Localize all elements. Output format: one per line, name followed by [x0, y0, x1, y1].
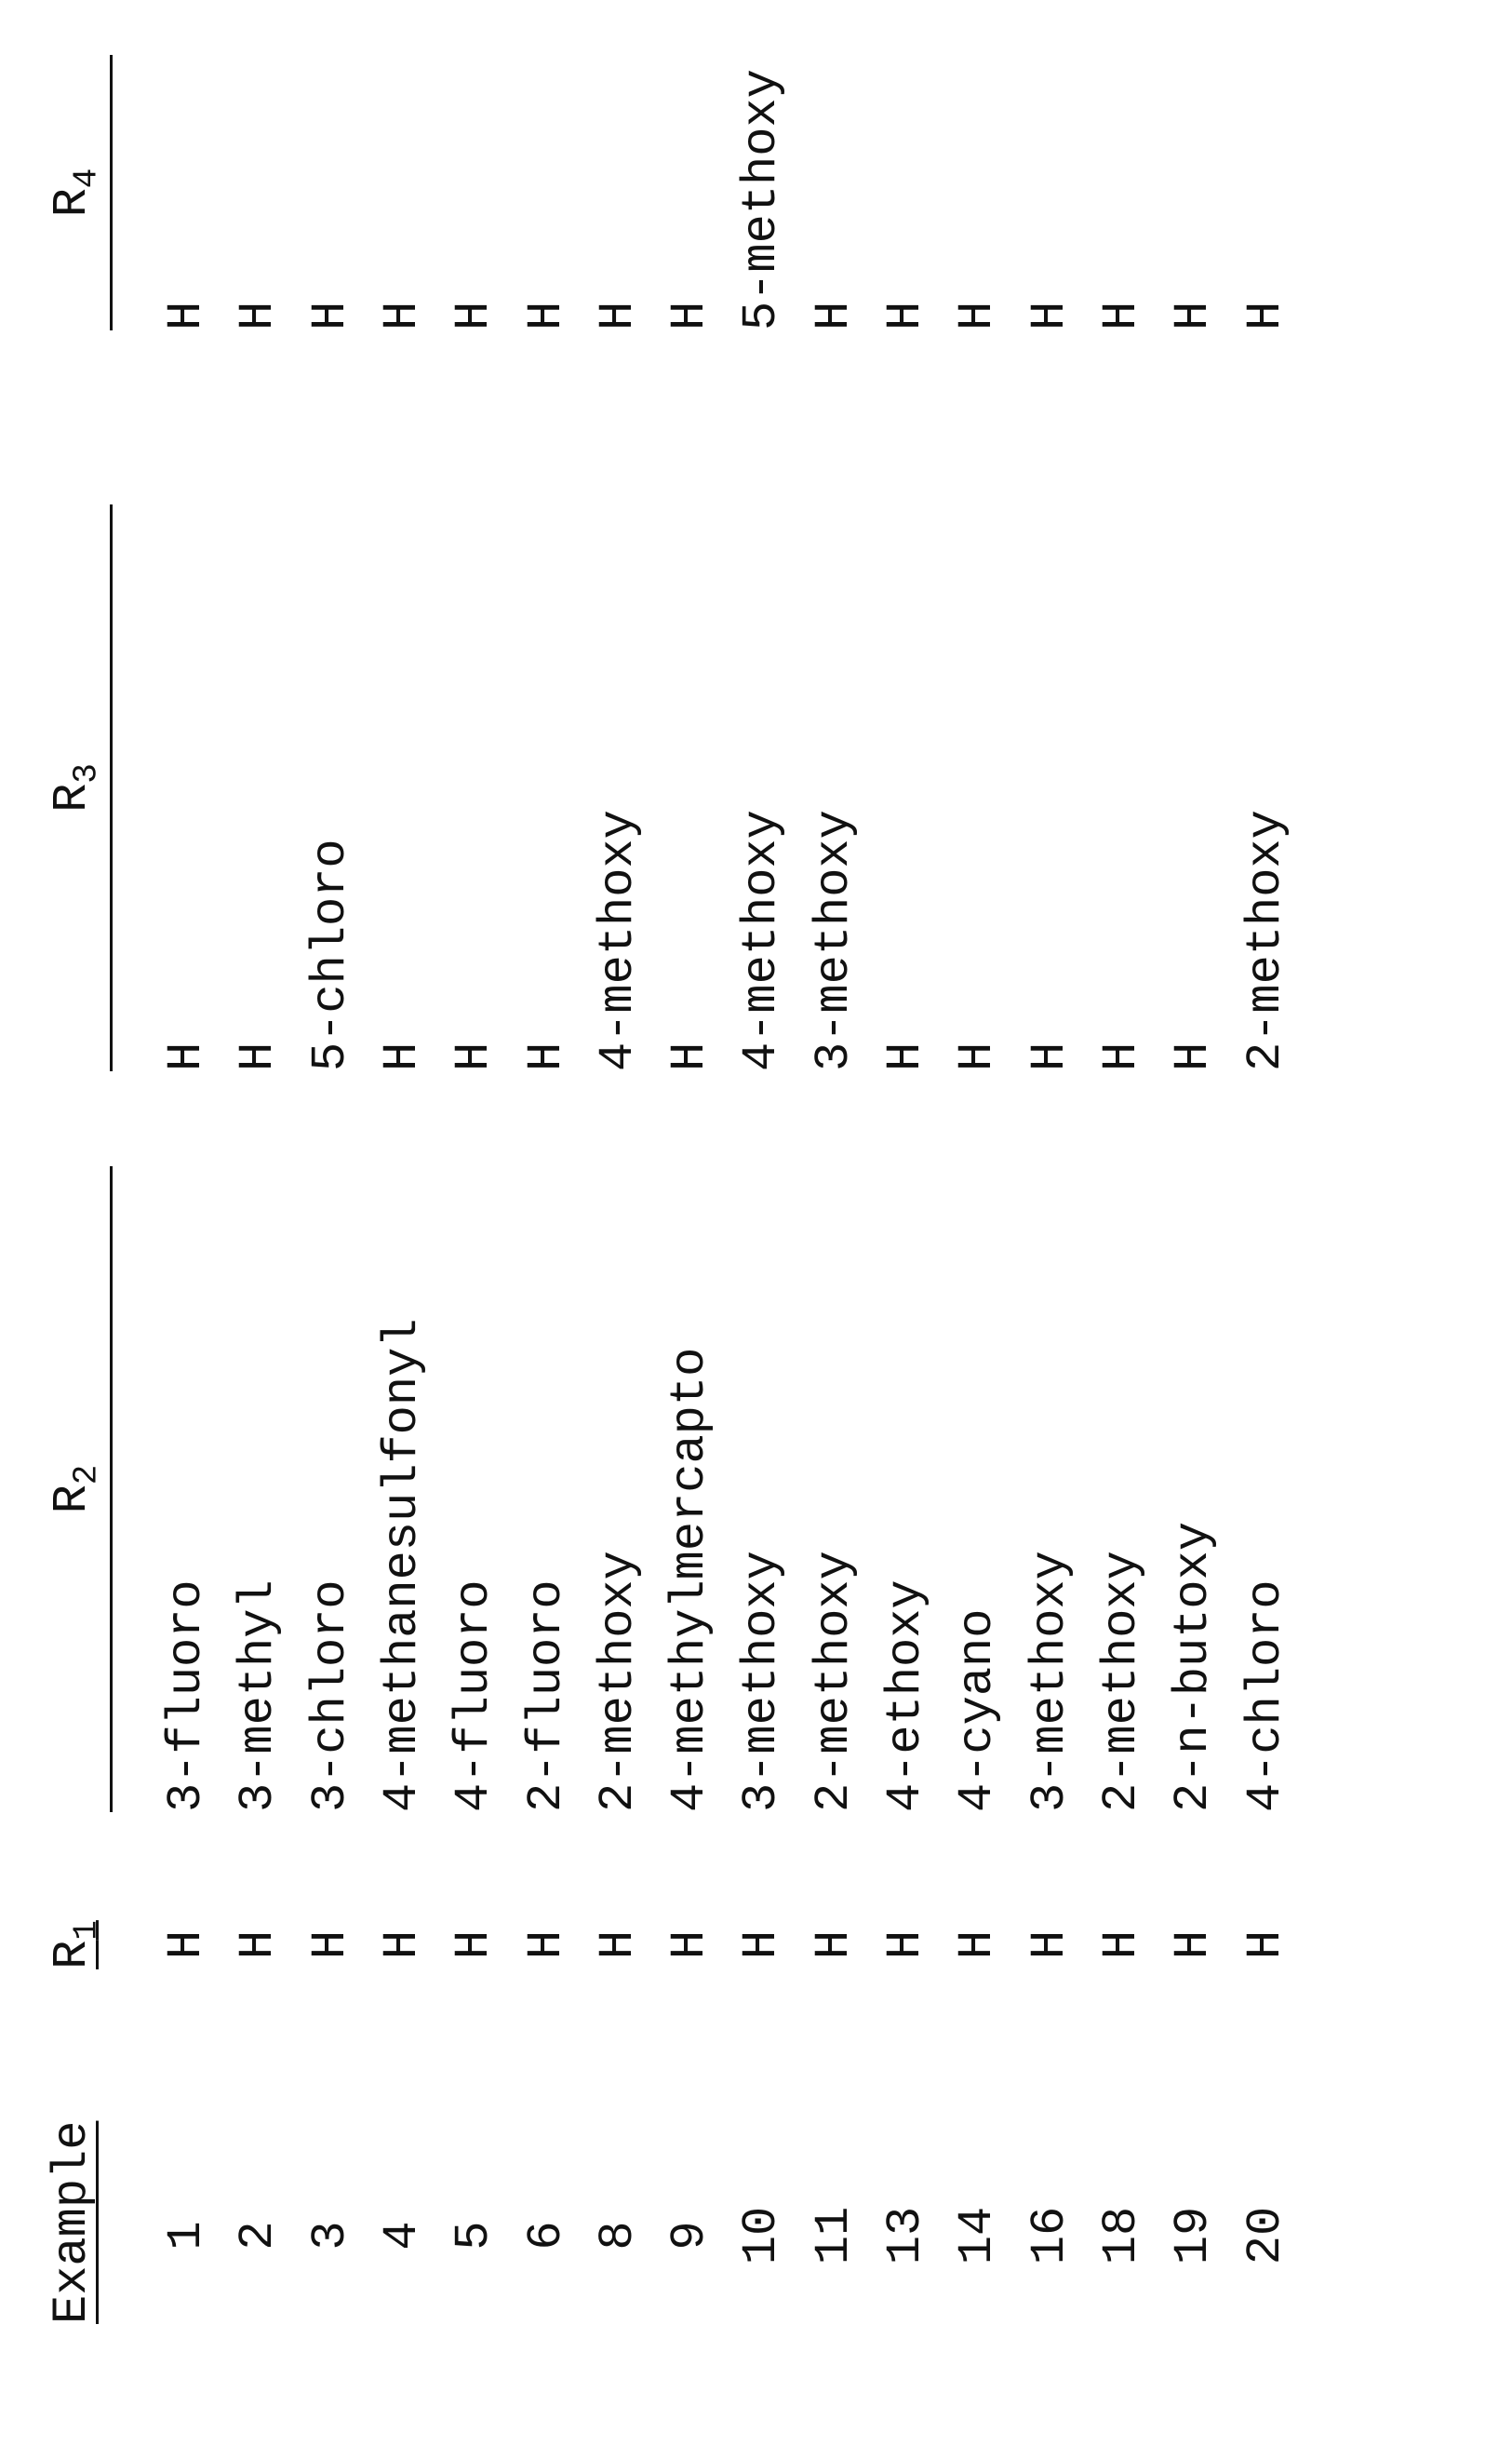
cell-r4: H	[295, 55, 367, 330]
cell-r4: H	[438, 55, 510, 330]
cell-r4: H	[1014, 55, 1086, 330]
cell-r2: 4-methylmercapto	[654, 1166, 726, 1812]
cell-r3: H	[870, 504, 942, 1071]
cell-r1: H	[582, 1910, 654, 1980]
cell-r2: 4-fluoro	[438, 1166, 510, 1812]
cell-r2: 4-cyano	[942, 1166, 1013, 1812]
cell-r4: H	[1230, 55, 1302, 330]
cell-example: 11	[798, 2147, 870, 2324]
cell-r3: H	[1086, 504, 1157, 1071]
cell-r1: H	[942, 1910, 1013, 1980]
column-r3: R3 HH5-chloroHHH4-methoxyH4-methoxy3-met…	[0, 504, 1512, 1071]
cell-r4: H	[942, 55, 1013, 330]
cell-r4: H	[798, 55, 870, 330]
cell-example: 8	[582, 2147, 654, 2324]
cell-r1: H	[798, 1910, 870, 1980]
cell-example: 19	[1157, 2147, 1229, 2324]
cell-r1: H	[151, 1910, 222, 1980]
cell-r1: H	[511, 1910, 582, 1980]
cell-r3: H	[511, 504, 582, 1071]
column-r2: R2 3-fluoro3-methyl3-chloro4-methanesulf…	[0, 1166, 1512, 1812]
cell-r2: 4-methanesulfonyl	[367, 1166, 438, 1812]
cell-r1: H	[295, 1910, 367, 1980]
cell-r2: 2-methoxy	[582, 1166, 654, 1812]
cell-r3: H	[438, 504, 510, 1071]
cell-example: 18	[1086, 2147, 1157, 2324]
cell-r3: 2-methoxy	[1230, 504, 1302, 1071]
cell-r2: 3-methyl	[222, 1166, 294, 1812]
cell-r4: H	[222, 55, 294, 330]
column-example: Example 123456891011131416181920	[0, 2147, 1512, 2324]
cell-r4: H	[870, 55, 942, 330]
cell-r1: H	[870, 1910, 942, 1980]
cell-r3: 4-methoxy	[582, 504, 654, 1071]
cell-r2: 4-chloro	[1230, 1166, 1302, 1812]
cell-r4: 5-methoxy	[726, 55, 797, 330]
cell-r2: 3-methoxy	[1014, 1166, 1086, 1812]
cell-example: 1	[151, 2147, 222, 2324]
header-r2: R2	[35, 1166, 113, 1812]
cell-example: 4	[367, 2147, 438, 2324]
cell-r4: H	[367, 55, 438, 330]
header-r1: R1	[35, 1910, 110, 1980]
cell-r2: 3-fluoro	[151, 1166, 222, 1812]
cell-r3: H	[222, 504, 294, 1071]
cell-r1: H	[726, 1910, 797, 1980]
cell-r2: 2-n-butoxy	[1157, 1166, 1229, 1812]
cell-r4: H	[1086, 55, 1157, 330]
cell-r1: H	[1014, 1910, 1086, 1980]
cell-example: 10	[726, 2147, 797, 2324]
header-example: Example	[35, 2147, 110, 2324]
cell-r3: H	[367, 504, 438, 1071]
cell-r2: 4-ethoxy	[870, 1166, 942, 1812]
cell-r4: H	[511, 55, 582, 330]
cell-r4: H	[654, 55, 726, 330]
cell-r1: H	[1157, 1910, 1229, 1980]
cell-example: 14	[942, 2147, 1013, 2324]
header-r3: R3	[35, 504, 113, 1071]
cell-r1: H	[222, 1910, 294, 1980]
cell-example: 16	[1014, 2147, 1086, 2324]
cell-r2: 2-methoxy	[1086, 1166, 1157, 1812]
cell-r4: H	[582, 55, 654, 330]
cell-r3: 4-methoxy	[726, 504, 797, 1071]
header-r4: R4	[35, 55, 113, 330]
cell-example: 3	[295, 2147, 367, 2324]
cell-r4: H	[1157, 55, 1229, 330]
cell-r3: H	[1014, 504, 1086, 1071]
cell-r2: 2-methoxy	[798, 1166, 870, 1812]
cell-r1: H	[1230, 1910, 1302, 1980]
cell-r3: 3-methoxy	[798, 504, 870, 1071]
cell-r3: H	[1157, 504, 1229, 1071]
cell-r1: H	[654, 1910, 726, 1980]
cell-r3: H	[942, 504, 1013, 1071]
cell-r3: H	[654, 504, 726, 1071]
cell-example: 13	[870, 2147, 942, 2324]
column-r1: R1 HHHHHHHHHHHHHHHH	[0, 1910, 1512, 1980]
cell-example: 20	[1230, 2147, 1302, 2324]
cell-r2: 3-chloro	[295, 1166, 367, 1812]
cell-r3: 5-chloro	[295, 504, 367, 1071]
cell-example: 6	[511, 2147, 582, 2324]
cell-r1: H	[1086, 1910, 1157, 1980]
cell-r1: H	[438, 1910, 510, 1980]
cell-r2: 2-fluoro	[511, 1166, 582, 1812]
cell-example: 2	[222, 2147, 294, 2324]
cell-r1: H	[367, 1910, 438, 1980]
cell-r4: H	[151, 55, 222, 330]
cell-example: 5	[438, 2147, 510, 2324]
cell-r2: 3-methoxy	[726, 1166, 797, 1812]
cell-r3: H	[151, 504, 222, 1071]
cell-example: 9	[654, 2147, 726, 2324]
column-r4: R4 HHHHHHHH5-methoxyHHHHHHH	[0, 55, 1512, 330]
